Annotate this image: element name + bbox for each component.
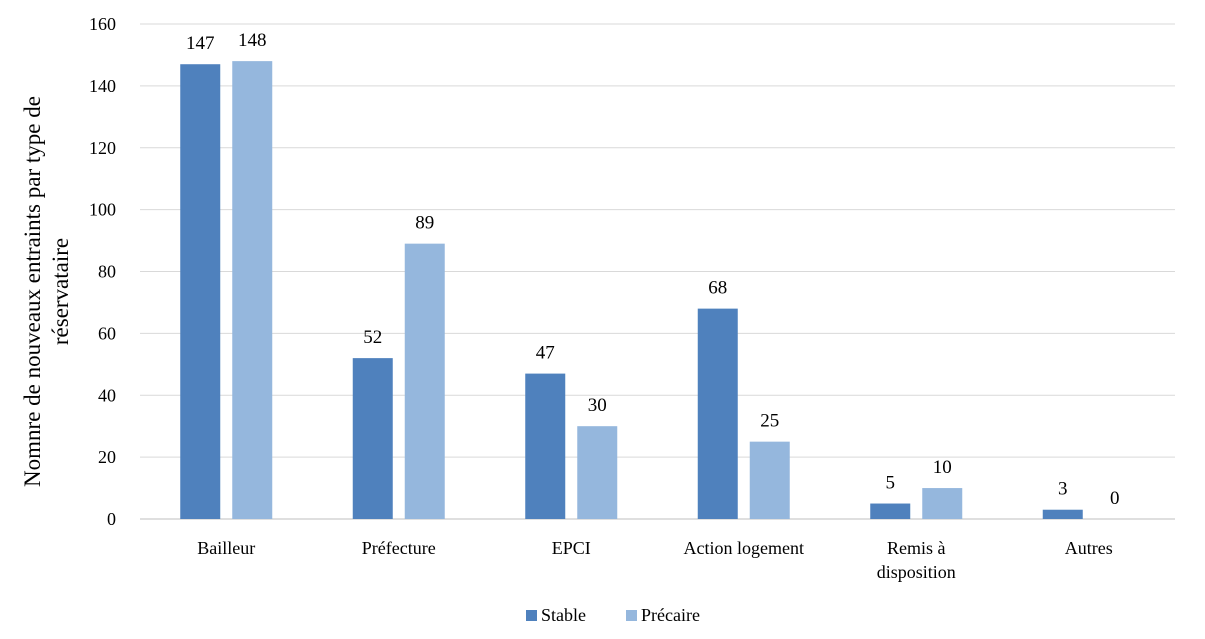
- data-label: 68: [708, 278, 727, 299]
- x-category-label-line: disposition: [877, 562, 956, 582]
- data-label: 30: [588, 395, 607, 416]
- y-tick-label: 60: [98, 323, 116, 343]
- data-label: 47: [536, 343, 555, 364]
- y-tick-label: 20: [98, 447, 116, 467]
- x-category-label: Action logement: [684, 538, 804, 558]
- y-tick-label: 100: [89, 200, 116, 220]
- data-label: 0: [1110, 488, 1120, 509]
- x-category-label-line: Préfecture: [362, 538, 436, 558]
- x-category-label: Autres: [1065, 538, 1113, 558]
- y-axis-title: Nomnre de nouveaux entraints par type de…: [20, 96, 73, 487]
- legend-label: Stable: [541, 605, 586, 625]
- y-tick-label: 80: [98, 262, 116, 282]
- y-axis-label-line: réservataire: [48, 238, 73, 345]
- x-category-label-line: Autres: [1065, 538, 1113, 558]
- y-tick-label: 140: [89, 76, 116, 96]
- x-category-label: Préfecture: [362, 538, 436, 558]
- bar-stable: [180, 64, 221, 519]
- y-tick-label: 0: [107, 509, 116, 529]
- x-category-label-line: Bailleur: [197, 538, 255, 558]
- data-label: 10: [933, 457, 952, 478]
- gridlines: [140, 23, 1175, 520]
- data-label: 5: [886, 473, 896, 494]
- data-label: 89: [415, 213, 434, 234]
- x-axis-categories: Bailleur Préfecture EPCI Action logement Rem…: [197, 538, 1112, 582]
- bar-stable: [352, 358, 393, 519]
- bar-stable: [697, 308, 738, 519]
- legend-label: Précaire: [641, 605, 700, 625]
- legend-swatch: [626, 610, 637, 621]
- legend: Stable Précaire: [526, 605, 700, 625]
- x-category-label-line: Remis à: [887, 538, 946, 558]
- data-label: 147: [186, 33, 215, 54]
- bar-stable: [525, 373, 566, 519]
- data-label: 52: [363, 327, 382, 348]
- y-tick-label: 120: [89, 138, 116, 158]
- data-label: 148: [238, 30, 267, 51]
- bar-stable: [1042, 509, 1083, 519]
- legend-swatch: [526, 610, 537, 621]
- y-axis-label: Nomnre de nouveaux entraints par type de…: [20, 96, 73, 487]
- x-category-label-line: Action logement: [684, 538, 804, 558]
- x-category-label: Remis à disposition: [877, 538, 956, 582]
- bars: [180, 61, 1083, 519]
- x-category-label-line: EPCI: [552, 538, 591, 558]
- bar-pr-caire: [922, 488, 963, 519]
- y-tick-label: 160: [89, 14, 116, 34]
- bar-pr-caire: [577, 426, 618, 519]
- data-label: 25: [760, 411, 779, 432]
- bar-pr-caire: [404, 243, 445, 519]
- x-category-label: EPCI: [552, 538, 591, 558]
- y-axis-ticks: 0 20 40 60 80 100 120 140 160: [89, 14, 116, 529]
- x-category-label: Bailleur: [197, 538, 255, 558]
- y-tick-label: 40: [98, 385, 116, 405]
- bar-stable: [870, 503, 911, 519]
- data-label: 3: [1058, 479, 1068, 500]
- bar-pr-caire: [749, 441, 790, 519]
- y-axis-label-line: Nomnre de nouveaux entraints par type de: [20, 96, 45, 487]
- bar-pr-caire: [232, 61, 273, 519]
